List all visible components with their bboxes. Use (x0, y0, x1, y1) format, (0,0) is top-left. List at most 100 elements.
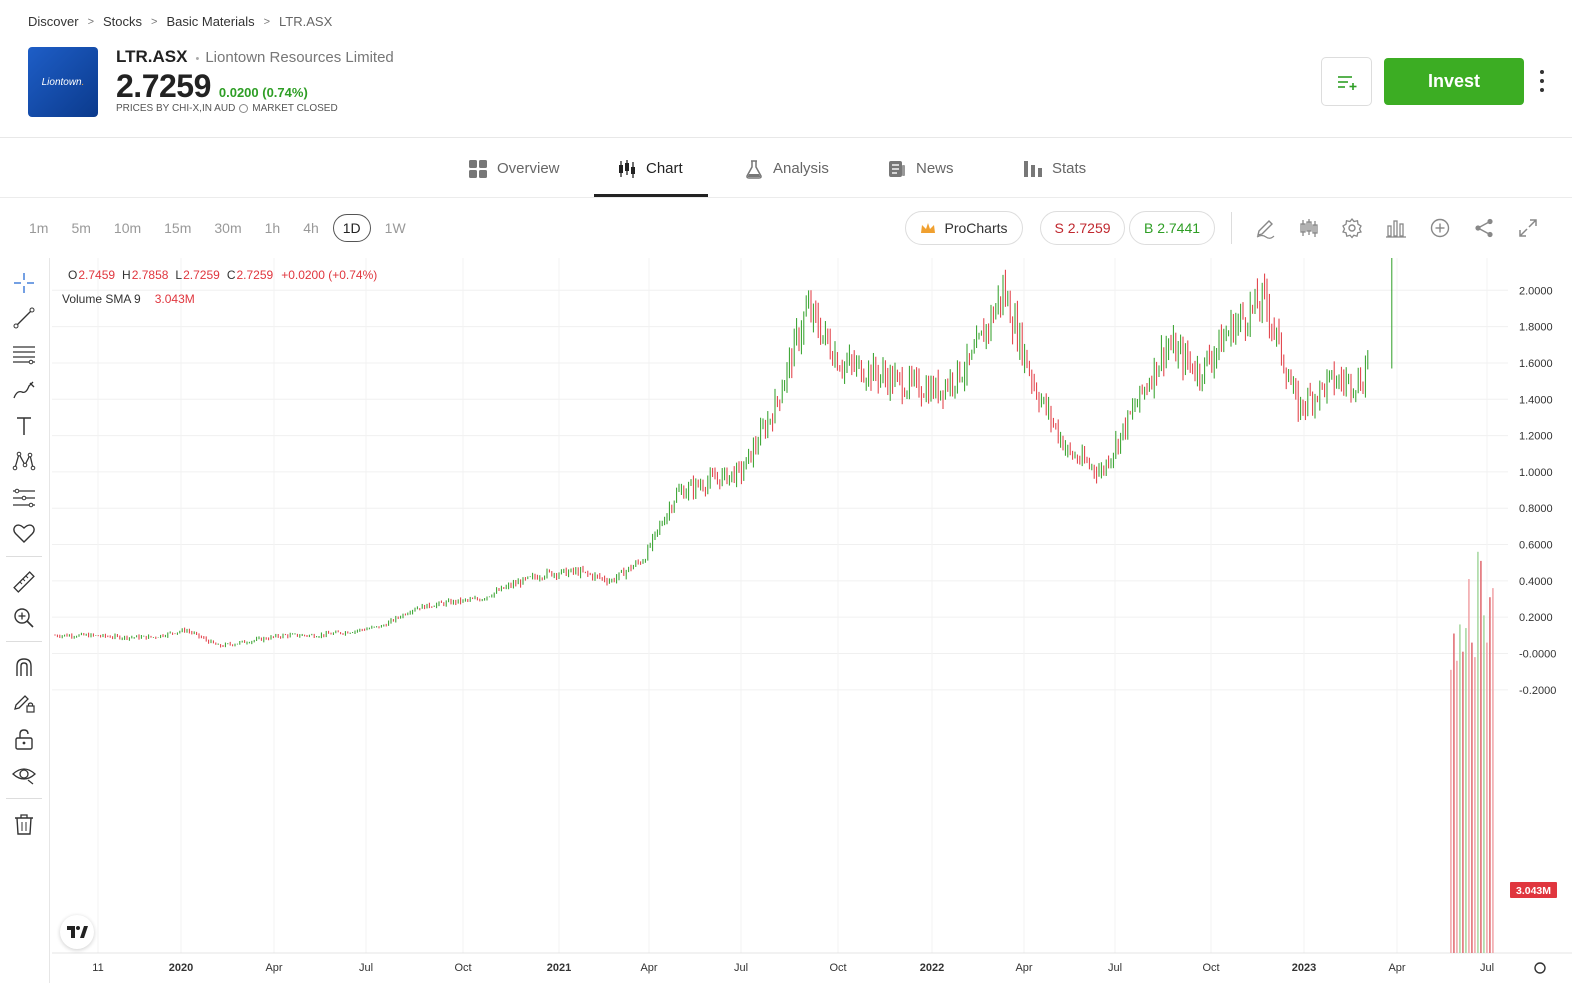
volume-bar (1492, 588, 1494, 953)
crosshair-icon[interactable] (11, 270, 37, 296)
market-status: MARKET CLOSED (252, 103, 338, 114)
y-tick-label: 0.2000 (1519, 612, 1553, 624)
volume-sma-label: Volume SMA 9 (62, 292, 141, 306)
logo-dot: . (81, 76, 85, 88)
x-tick-label: Apr (265, 962, 282, 974)
text-tool-icon[interactable] (11, 413, 37, 439)
volume-bar (1450, 669, 1452, 953)
y-tick-label: 2.2000 (1519, 258, 1553, 261)
draw-pencil-icon[interactable] (1253, 216, 1277, 240)
settings-gear-icon[interactable] (1340, 216, 1364, 240)
active-tab-indicator (594, 194, 708, 197)
more-options-icon[interactable] (1534, 68, 1550, 94)
y-tick-label: 0.8000 (1519, 503, 1553, 515)
instrument-tabs: Overview Chart Analysis News Stats (0, 140, 1572, 197)
crown-icon (920, 222, 936, 234)
y-tick-label: 1.0000 (1519, 467, 1553, 479)
breadcrumb-discover[interactable]: Discover (28, 14, 79, 29)
zoom-in-icon[interactable] (11, 605, 37, 631)
add-compare-icon[interactable] (1428, 216, 1452, 240)
price-chart[interactable]: 3.40003.20003.00002.80002.60002.40002.20… (0, 258, 1572, 983)
add-to-watchlist-button[interactable] (1321, 57, 1372, 106)
interval-5m[interactable]: 5m (71, 220, 91, 236)
close-label: C (226, 268, 236, 282)
buy-price-button[interactable]: B 2.7441 (1129, 211, 1215, 245)
company-name: Liontown Resources Limited (195, 49, 393, 66)
share-icon[interactable] (1472, 216, 1496, 240)
volume-sma-value: 3.043M (154, 292, 195, 306)
unlock-icon[interactable] (11, 726, 37, 752)
instrument-title: LTR.ASX Liontown Resources Limited (116, 47, 394, 67)
low-value: 2.7259 (183, 268, 220, 282)
x-tick-label: 11 (92, 962, 103, 974)
pattern-tool-icon[interactable] (11, 448, 37, 474)
tab-analysis[interactable]: Analysis (744, 140, 829, 197)
sell-price-button[interactable]: S 2.7259 (1040, 211, 1125, 245)
x-tick-label: 2021 (547, 962, 571, 974)
toolbar-divider (1231, 212, 1232, 244)
chevron-right-icon: > (263, 15, 271, 28)
high-label: H (122, 268, 131, 282)
tab-news-label: News (916, 160, 954, 177)
open-value: 2.7459 (78, 268, 116, 282)
tradingview-logo-icon[interactable] (60, 915, 94, 949)
y-tick-label: 1.4000 (1519, 394, 1553, 406)
trash-icon[interactable] (11, 811, 37, 837)
logo-text: Liontown (41, 76, 82, 88)
x-tick-label: Oct (1202, 962, 1219, 974)
volume-legend: Volume SMA 9 3.043M (62, 292, 195, 306)
lock-drawing-icon[interactable] (11, 690, 37, 716)
indicators-icon[interactable] (1384, 216, 1408, 240)
chart-type-icon[interactable] (1297, 216, 1321, 240)
prices-source: PRICES BY CHI-X,IN AUD (116, 103, 236, 114)
ruler-icon[interactable] (11, 569, 37, 595)
procharts-label: ProCharts (944, 220, 1008, 236)
volume-bar (1486, 642, 1488, 953)
drawing-toolbar (0, 258, 50, 983)
change-value: +0.0200 (+0.74%) (281, 268, 378, 282)
tab-news[interactable]: News (887, 140, 954, 197)
magnet-icon[interactable] (11, 654, 37, 680)
breadcrumb-stocks[interactable]: Stocks (103, 14, 143, 29)
fib-levels-icon[interactable] (11, 485, 37, 511)
current-price: 2.7259 (116, 68, 211, 104)
volume-bar (1474, 657, 1476, 953)
clock-icon (239, 104, 249, 113)
interval-15m[interactable]: 15m (164, 220, 192, 236)
tab-chart-label: Chart (646, 160, 683, 177)
fullscreen-icon[interactable] (1516, 216, 1540, 240)
interval-1m[interactable]: 1m (29, 220, 49, 236)
heart-icon[interactable] (11, 520, 37, 546)
y-tick-label: -0.2000 (1519, 685, 1556, 697)
ticker-symbol: LTR.ASX (116, 47, 188, 66)
tab-overview-label: Overview (497, 160, 560, 177)
invest-button[interactable]: Invest (1384, 58, 1524, 105)
chevron-right-icon: > (87, 15, 95, 28)
interval-10m[interactable]: 10m (113, 220, 142, 236)
interval-30m[interactable]: 30m (214, 220, 242, 236)
breadcrumb-basic-materials[interactable]: Basic Materials (166, 14, 255, 29)
tab-overview[interactable]: Overview (468, 140, 560, 197)
header-divider (0, 137, 1572, 138)
x-tick-label: Oct (829, 962, 846, 974)
chevron-right-icon: > (151, 15, 158, 28)
volume-bar (1468, 579, 1470, 953)
interval-4h[interactable]: 4h (303, 220, 319, 236)
eye-visibility-icon[interactable] (11, 761, 37, 787)
tab-stats[interactable]: Stats (1023, 140, 1086, 197)
horizontal-lines-icon[interactable] (11, 341, 37, 367)
volume-bar (1456, 660, 1458, 953)
tabs-divider (0, 197, 1572, 198)
volume-bar (1480, 560, 1482, 953)
trend-line-icon[interactable] (11, 305, 37, 331)
brush-icon[interactable] (11, 377, 37, 403)
interval-1d[interactable]: 1D (332, 214, 371, 242)
procharts-button[interactable]: ProCharts (905, 211, 1023, 245)
tab-chart[interactable]: Chart (617, 140, 683, 197)
ohlc-legend: O 2.7459 H 2.7858 L 2.7259 C 2.7259 +0.0200 … (68, 268, 384, 282)
y-tick-label: 1.6000 (1519, 358, 1553, 370)
volume-bar (1453, 633, 1455, 953)
interval-1h[interactable]: 1h (264, 220, 281, 236)
y-tick-label: 1.8000 (1519, 322, 1553, 334)
interval-1w[interactable]: 1W (384, 220, 406, 236)
